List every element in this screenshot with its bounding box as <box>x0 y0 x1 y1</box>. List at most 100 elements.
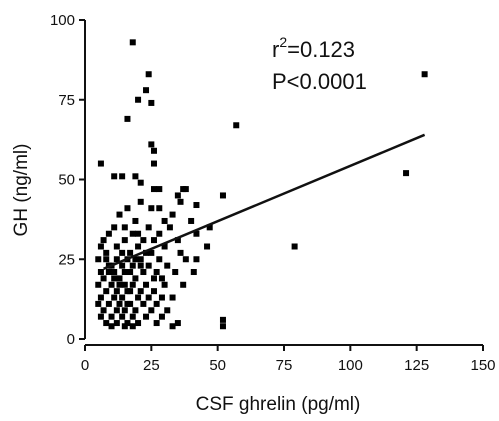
data-point <box>137 288 144 295</box>
data-point <box>129 262 136 269</box>
data-point <box>148 99 155 106</box>
data-point <box>137 179 144 186</box>
data-point <box>143 281 150 288</box>
data-point <box>116 275 123 282</box>
data-point <box>108 281 115 288</box>
data-point <box>121 281 128 288</box>
data-point <box>95 256 102 263</box>
data-point <box>169 294 176 301</box>
data-point <box>121 224 128 231</box>
data-point <box>174 192 181 199</box>
data-point <box>206 224 213 231</box>
y-tick-label: 75 <box>58 92 75 109</box>
data-point <box>233 122 240 129</box>
data-point <box>113 256 120 263</box>
data-point <box>121 323 128 330</box>
data-point <box>129 323 136 330</box>
data-point <box>119 313 126 320</box>
data-point <box>150 237 157 244</box>
data-point <box>169 323 176 330</box>
data-point <box>121 237 128 244</box>
data-point <box>140 237 147 244</box>
data-point <box>177 198 184 205</box>
data-point <box>156 230 163 237</box>
data-point <box>172 269 179 276</box>
x-tick-label: 0 <box>81 357 89 374</box>
data-point <box>158 294 165 301</box>
data-point <box>158 275 165 282</box>
data-point <box>100 237 107 244</box>
data-point <box>145 224 152 231</box>
x-tick-label: 50 <box>209 357 226 374</box>
data-point <box>121 307 128 314</box>
data-point <box>97 313 104 320</box>
data-point <box>148 205 155 212</box>
data-point <box>164 307 171 314</box>
data-point <box>129 313 136 320</box>
data-point <box>111 173 118 180</box>
data-point <box>403 170 410 177</box>
data-point <box>150 275 157 282</box>
data-point <box>132 217 139 224</box>
data-point <box>219 316 226 323</box>
data-point <box>103 320 110 327</box>
data-point <box>150 288 157 295</box>
data-point <box>113 243 120 250</box>
data-point <box>148 307 155 314</box>
x-tick-label: 125 <box>404 357 429 374</box>
data-point <box>143 313 150 320</box>
data-point <box>111 224 118 231</box>
x-tick-label: 75 <box>276 357 293 374</box>
data-point <box>145 294 152 301</box>
data-point <box>153 300 160 307</box>
data-point <box>105 269 112 276</box>
data-point <box>161 217 168 224</box>
data-point <box>129 39 136 46</box>
data-point <box>188 217 195 224</box>
data-point <box>116 281 123 288</box>
data-point <box>156 205 163 212</box>
x-tick-label: 150 <box>470 357 495 374</box>
data-point <box>135 320 142 327</box>
data-point <box>129 230 136 237</box>
y-tick-label: 50 <box>58 172 75 189</box>
data-point <box>137 198 144 205</box>
data-point <box>140 300 147 307</box>
data-point <box>97 269 104 276</box>
data-point <box>143 249 150 256</box>
data-point <box>156 256 163 263</box>
data-point <box>137 256 144 263</box>
y-tick-label: 100 <box>50 12 75 29</box>
data-point <box>180 281 187 288</box>
data-point <box>153 269 160 276</box>
p-value-annotation: P<0.0001 <box>272 69 367 94</box>
data-point <box>111 269 118 276</box>
y-tick-label: 25 <box>58 251 75 268</box>
data-point <box>97 160 104 167</box>
data-point <box>156 186 163 193</box>
data-point <box>124 300 131 307</box>
data-point <box>95 281 102 288</box>
regression-line <box>103 133 426 270</box>
data-point <box>148 249 155 256</box>
data-point <box>108 323 115 330</box>
data-point <box>119 249 126 256</box>
data-point <box>103 256 110 263</box>
data-point <box>135 96 142 103</box>
data-point <box>105 300 112 307</box>
data-point <box>111 275 118 282</box>
data-point <box>129 281 136 288</box>
data-point <box>124 320 131 327</box>
y-tick-label: 0 <box>67 331 75 348</box>
data-point <box>193 230 200 237</box>
data-point <box>143 87 150 94</box>
data-point <box>119 173 126 180</box>
x-axis-label: CSF ghrelin (pg/ml) <box>196 394 361 415</box>
data-point <box>219 323 226 330</box>
data-point <box>127 269 134 276</box>
data-point <box>124 205 131 212</box>
data-points <box>95 39 428 330</box>
data-point <box>113 320 120 327</box>
data-point <box>174 320 181 327</box>
